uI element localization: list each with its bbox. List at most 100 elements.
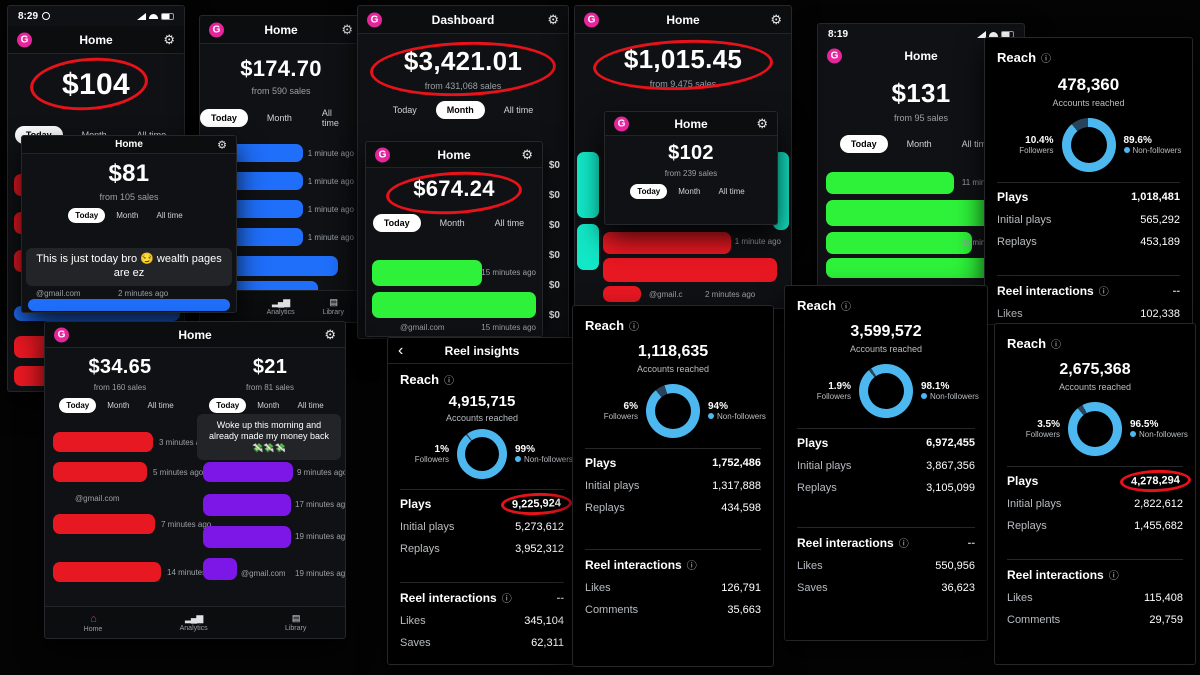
sales-panel-81: Home ⚙ $81 from 105 sales Today Month Al…: [22, 136, 236, 312]
non-followers-stat: 99% Non-followers: [515, 444, 573, 464]
tab-today[interactable]: Today: [372, 214, 421, 232]
tab-today[interactable]: Today: [630, 184, 668, 199]
app-logo[interactable]: G: [584, 12, 599, 27]
battery-icon: [1001, 30, 1014, 38]
settings-gear-icon[interactable]: ⚙: [341, 21, 353, 37]
app-logo[interactable]: G: [614, 116, 629, 131]
info-icon[interactable]: ⓘ: [898, 539, 909, 550]
info-icon[interactable]: ⓘ: [501, 594, 512, 605]
settings-gear-icon[interactable]: ⚙: [521, 146, 533, 162]
tab-month[interactable]: Month: [81, 130, 107, 140]
tab-month[interactable]: Month: [435, 101, 485, 119]
tab-today[interactable]: Today: [209, 398, 247, 413]
tab-month[interactable]: Month: [116, 211, 139, 220]
nav-library[interactable]: ▤ Library: [285, 613, 306, 632]
tab-all-time[interactable]: All time: [961, 139, 992, 149]
tab-today[interactable]: Today: [68, 208, 106, 223]
legend-dot: [1130, 431, 1136, 437]
redacted-entry: [826, 172, 954, 194]
sales-panel-3465-21: G Home ⚙ $34.65 from 160 sales Today Mon…: [45, 322, 345, 638]
app-logo[interactable]: G: [17, 32, 32, 47]
sale-timestamp: 17 minutes ago: [295, 500, 345, 509]
info-icon[interactable]: ⓘ: [1098, 287, 1109, 298]
settings-gear-icon[interactable]: ⚙: [756, 115, 768, 131]
stat-row: Plays 1,018,481: [997, 190, 1180, 204]
info-icon[interactable]: ⓘ: [444, 376, 455, 387]
nav-home[interactable]: ⌂ Home: [84, 613, 103, 633]
info-icon[interactable]: ⓘ: [841, 302, 852, 313]
reach-breakdown: 10.4% Followers 89.6% Non-followers: [985, 118, 1192, 172]
sales-count: from 431,068 sales: [424, 81, 502, 91]
tab-all-time[interactable]: All time: [718, 187, 745, 196]
tab-all-time[interactable]: All time: [321, 108, 339, 128]
annotation-caption: Woke up this morning and already made my…: [197, 414, 341, 460]
redacted-entry: [208, 256, 338, 276]
app-header: G Home ⚙: [8, 26, 184, 54]
stat-row: Replays 453,189: [997, 236, 1180, 248]
app-header: G Home ⚙: [605, 112, 777, 136]
app-logo[interactable]: G: [209, 22, 224, 37]
info-icon[interactable]: ⓘ: [629, 322, 640, 333]
tab-all-time[interactable]: All time: [503, 105, 534, 115]
tab-all-time[interactable]: All time: [297, 401, 324, 410]
tab-all-time[interactable]: All time: [147, 401, 174, 410]
initial-plays-value: 5,273,612: [515, 521, 564, 533]
legend-dot: [515, 456, 521, 462]
app-logo[interactable]: G: [367, 12, 382, 27]
comments-value: 29,759: [1149, 614, 1183, 626]
reach-donut-chart: [1068, 402, 1122, 456]
info-icon[interactable]: ⓘ: [1108, 571, 1119, 582]
interactions-value: --: [556, 591, 564, 604]
stat-row: Reel interactions ⓘ: [585, 558, 697, 572]
replays-value: 3,952,312: [515, 543, 564, 555]
stat-row: Plays 6,972,455: [797, 436, 975, 450]
tab-today[interactable]: Today: [839, 135, 888, 153]
redacted-entry: [53, 514, 155, 534]
info-icon[interactable]: ⓘ: [1051, 340, 1062, 351]
redacted-entry: [203, 494, 291, 516]
stat-row: Saves 36,623: [797, 582, 975, 594]
revenue-block-right: $21 from 81 sales Today Month All time: [195, 356, 345, 413]
plays-value-circled: 4,278,294: [1119, 468, 1192, 494]
plays-value: 6,972,455: [926, 437, 975, 449]
tab-today[interactable]: Today: [200, 109, 248, 127]
settings-gear-icon[interactable]: ⚙: [324, 326, 336, 342]
reach-panel-1118635: Reach ⓘ 1,118,635 Accounts reached 6% Foll…: [573, 306, 773, 666]
settings-gear-icon[interactable]: ⚙: [217, 139, 227, 151]
plays-value: 1,018,481: [1131, 191, 1180, 203]
initial-plays-value: 1,317,888: [712, 480, 761, 492]
tab-month[interactable]: Month: [107, 401, 130, 410]
settings-gear-icon[interactable]: ⚙: [547, 11, 559, 27]
tab-month[interactable]: Month: [906, 139, 932, 149]
tab-all-time[interactable]: All time: [494, 218, 525, 228]
redacted-entry: [28, 299, 230, 311]
app-header: G Home: [818, 44, 1024, 68]
settings-gear-icon[interactable]: ⚙: [770, 11, 782, 27]
info-icon[interactable]: ⓘ: [686, 561, 697, 572]
tab-month[interactable]: Month: [266, 113, 292, 123]
interactions-value: --: [967, 536, 975, 549]
app-header: G Home ⚙: [366, 142, 542, 168]
tab-month[interactable]: Month: [439, 218, 465, 228]
info-icon[interactable]: ⓘ: [1041, 54, 1052, 65]
nav-analytics[interactable]: ▂▄▆ Analytics: [267, 297, 295, 316]
stat-row: Initial plays 5,273,612: [400, 521, 564, 533]
nav-analytics[interactable]: ▂▄▆ Analytics: [180, 613, 208, 632]
app-logo[interactable]: G: [375, 147, 390, 162]
likes-value: 345,104: [524, 615, 564, 627]
nav-library[interactable]: ▤ Library: [323, 297, 344, 316]
settings-gear-icon[interactable]: ⚙: [163, 31, 175, 47]
tab-all-time[interactable]: All time: [136, 130, 167, 140]
back-icon[interactable]: ‹: [398, 341, 404, 359]
tab-today[interactable]: Today: [392, 105, 417, 115]
tab-month[interactable]: Month: [257, 401, 280, 410]
tab-month[interactable]: Month: [678, 187, 701, 196]
reach-breakdown: 3.5% Followers 96.5% Non-followers: [995, 402, 1195, 456]
app-logo[interactable]: G: [54, 327, 69, 342]
tab-all-time[interactable]: All time: [156, 211, 183, 220]
page-title: Home: [178, 327, 212, 342]
tab-today[interactable]: Today: [59, 398, 97, 413]
app-logo[interactable]: G: [827, 48, 842, 64]
sales-count: from 9,475 sales: [649, 79, 717, 89]
sale-timestamp: 7 minutes ago: [161, 520, 212, 529]
